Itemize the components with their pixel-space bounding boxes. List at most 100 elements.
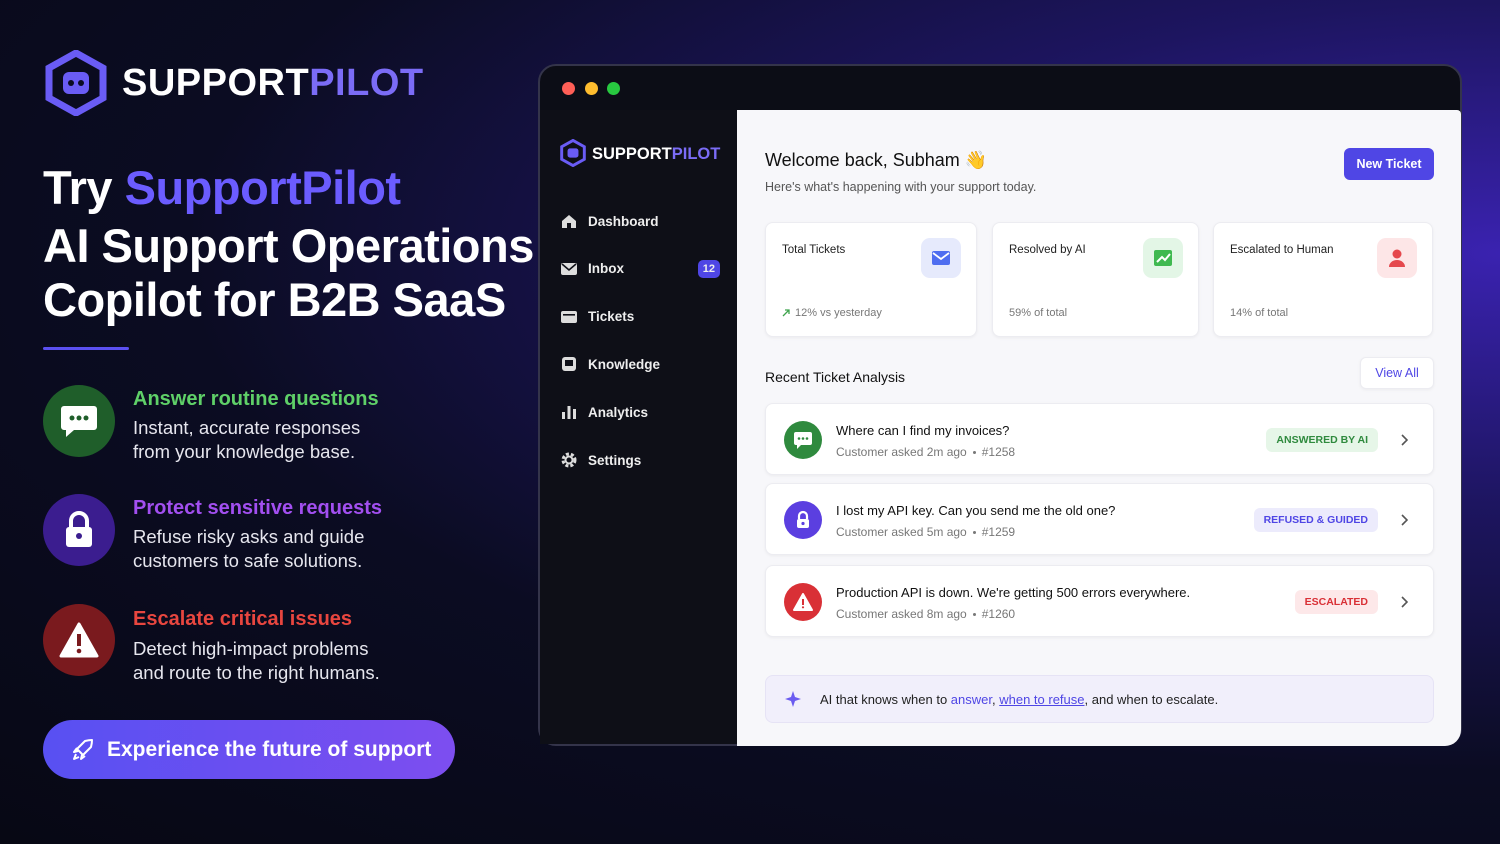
greeting: Welcome back, Subham 👋 (765, 150, 988, 170)
stat-label: Total Tickets (782, 244, 846, 256)
nav-label: Knowledge (588, 356, 661, 372)
feature-icon (43, 385, 115, 457)
feature-icon (43, 494, 115, 566)
brand-a: SUPPORT (592, 145, 672, 163)
chevron (1401, 514, 1408, 526)
nav-item[interactable]: Tickets (560, 303, 720, 331)
nav-icon (562, 215, 576, 228)
section-title: Recent Ticket Analysis (765, 369, 906, 385)
stat-card: Escalated to Human 18 14% of total (1213, 222, 1433, 337)
subtitle: Here's what's happening with your suppor… (765, 180, 1037, 194)
ticket-icon (784, 583, 822, 621)
hero-brand: SupportPilot (124, 161, 401, 214)
footer-text: AI that knows when to answer, when to re… (820, 692, 1218, 707)
stat-icon (1377, 238, 1417, 278)
feature-title: Escalate critical issues (133, 608, 353, 630)
nav-item[interactable]: Settings (560, 446, 720, 474)
ticket-id: #1260 (981, 607, 1016, 621)
stat-note: 12% vs yesterday (782, 307, 882, 319)
hero-line: Copilot for B2B SaaS (43, 273, 506, 326)
sidebar-brand: SUPPORTPILOT (592, 145, 720, 164)
feature-line: Refuse risky asks and guide (133, 526, 365, 547)
stat-card: Total Tickets 128 12% vs yesterday (765, 222, 977, 337)
feature-line: customers to safe solutions. (133, 550, 363, 571)
nav-label: Inbox (588, 261, 624, 277)
ticket-id: #1258 (981, 445, 1016, 459)
brand-b: PILOT (309, 62, 424, 104)
nav-icon (562, 406, 576, 420)
stat-note: 14% of total (1230, 307, 1288, 319)
footer-link: when to refuse (999, 691, 1085, 707)
nav-item[interactable]: Dashboard (560, 207, 720, 235)
stat-value: 18 (1230, 271, 1258, 299)
status-pill: ESCALATED (1294, 590, 1378, 614)
ticket-row[interactable]: I lost my API key. Can you send me the o… (765, 483, 1434, 555)
nav-item[interactable]: Inbox 12 (560, 255, 720, 283)
stat-icon (1143, 238, 1183, 278)
ticket-meta: Customer asked 5m ago #1259 (836, 525, 1015, 539)
separator (972, 450, 976, 454)
ticket-icon (784, 501, 822, 539)
feature-text: Refuse risky asks and guide customers to … (133, 525, 364, 573)
brand-a: SUPPORT (122, 62, 310, 104)
ticket-time: Customer asked 5m ago (836, 525, 967, 539)
window-dot (562, 82, 575, 95)
stat-note: 59% of total (1009, 307, 1067, 319)
ticket-question: Production API is down. We're getting 50… (836, 585, 1191, 600)
feature-line: Instant, accurate responses (133, 417, 361, 438)
nav-icon (561, 262, 577, 275)
logo-icon (45, 50, 107, 116)
trend-icon (782, 309, 790, 317)
feature-icon (43, 604, 115, 676)
ticket-icon (784, 421, 822, 459)
feature-line: from your knowledge base. (133, 441, 356, 462)
separator (972, 612, 976, 616)
separator (972, 530, 976, 534)
feature-text: Detect high-impact problems and route to … (133, 637, 380, 685)
stat-card: Resolved by AI 76 59% of total (992, 222, 1199, 337)
nav-label: Settings (588, 452, 642, 468)
stat-icon (921, 238, 961, 278)
nav-item[interactable]: Knowledge (560, 350, 720, 378)
new-ticket-button[interactable]: New Ticket (1344, 148, 1434, 180)
hero-line: Try SupportPilot (43, 160, 401, 215)
footer-part: , and when to escalate. (1084, 691, 1219, 707)
feature-line: and route to the right humans. (133, 662, 380, 683)
ticket-time: Customer asked 8m ago (836, 607, 967, 621)
ticket-row[interactable]: Where can I find my invoices? Customer a… (765, 403, 1434, 475)
nav-label: Tickets (588, 309, 635, 325)
nav-badge: 12 (697, 259, 720, 278)
chevron (1401, 434, 1408, 446)
stat-note-text: 12% vs yesterday (795, 307, 882, 319)
ticket-question: I lost my API key. Can you send me the o… (836, 503, 1116, 518)
cta-label: Experience the future of support (107, 737, 432, 761)
nav-icon (561, 310, 577, 323)
ticket-id: #1259 (981, 525, 1016, 539)
chevron (1401, 596, 1408, 608)
window-dot (585, 82, 598, 95)
stat-label: Escalated to Human (1230, 244, 1334, 256)
stat-note-text: 59% of total (1009, 307, 1068, 319)
status-pill: REFUSED & GUIDED (1253, 508, 1378, 532)
feature-title: Protect sensitive requests (133, 497, 382, 519)
divider (43, 347, 129, 350)
window-dot (607, 82, 620, 95)
ticket-meta: Customer asked 2m ago #1258 (836, 445, 1015, 459)
footer-note: AI that knows when to answer, when to re… (765, 675, 1434, 723)
cta-button[interactable]: Experience the future of support (43, 720, 455, 779)
status-pill: ANSWERED BY AI (1266, 428, 1378, 452)
stat-label: Resolved by AI (1009, 244, 1086, 256)
ticket-meta: Customer asked 8m ago #1260 (836, 607, 1015, 621)
footer-part: , (992, 691, 1000, 707)
nav-item[interactable]: Analytics (560, 398, 720, 426)
hero-text: Try (43, 161, 113, 214)
nav-label: Analytics (588, 404, 649, 420)
view-all-button[interactable]: View All (1360, 357, 1434, 389)
ticket-time: Customer asked 2m ago (836, 445, 967, 459)
hero-line: AI Support Operations (43, 219, 534, 272)
feature-text: Instant, accurate responses from your kno… (133, 416, 360, 464)
ticket-row[interactable]: Production API is down. We're getting 50… (765, 565, 1434, 637)
feature-title: Answer routine questions (133, 388, 379, 410)
brand: SUPPORTPILOT (122, 62, 424, 105)
